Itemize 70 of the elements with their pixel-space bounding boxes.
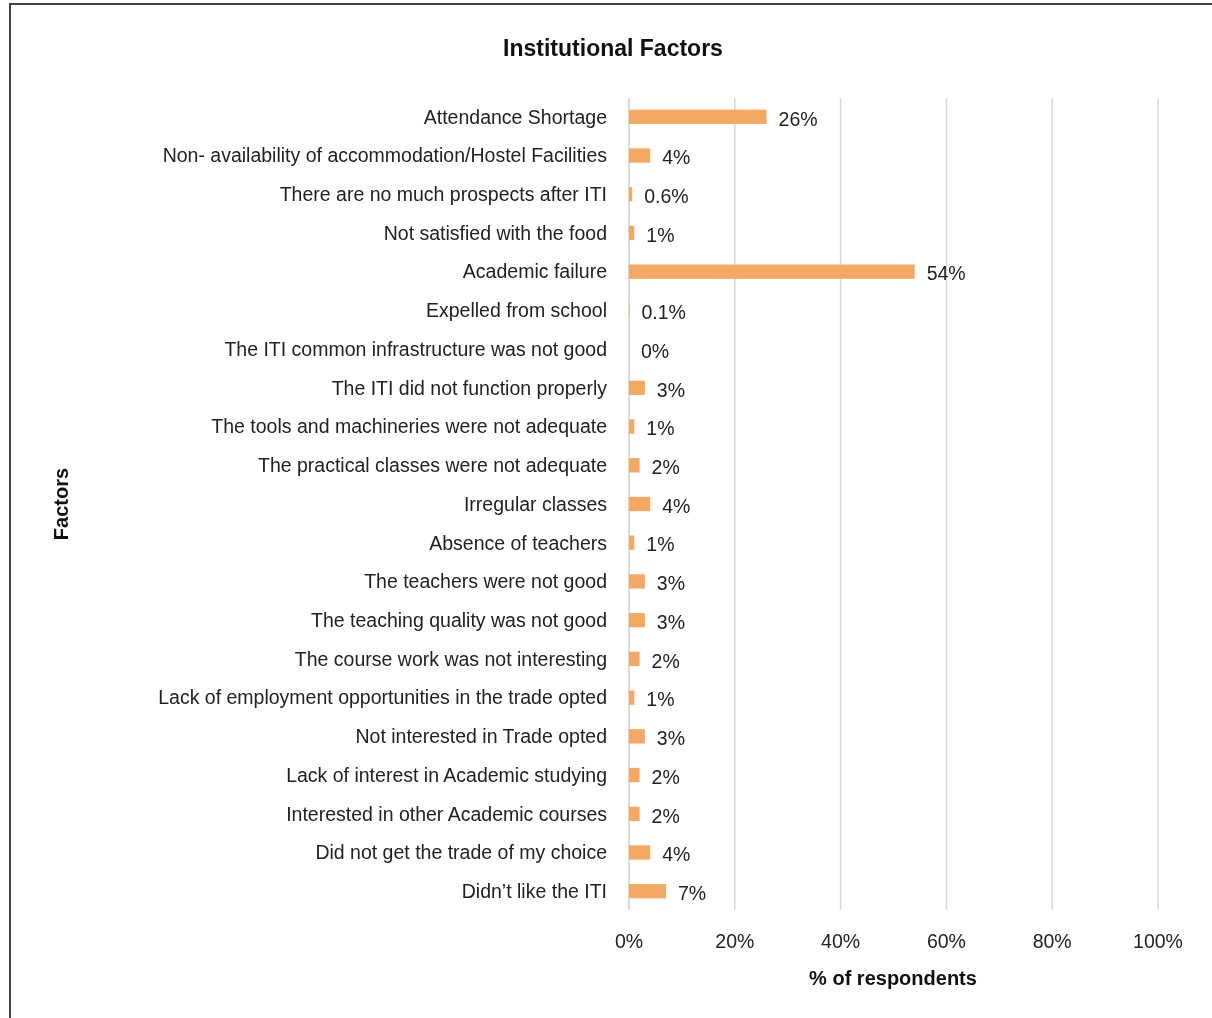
bar [629, 767, 640, 783]
y-tick-label: Lack of employment opportunities in the trade opted [158, 686, 607, 709]
data-label: 1% [646, 533, 675, 556]
y-tick-label: Absence of teachers [429, 531, 608, 554]
y-tick-label: The ITI common infrastructure was not good [224, 337, 607, 360]
bar [629, 109, 767, 124]
data-label: 7% [678, 881, 707, 904]
data-label: 0.1% [641, 301, 686, 324]
data-label: 54% [926, 262, 966, 285]
bar [629, 535, 635, 550]
bar [629, 264, 915, 279]
bar [629, 574, 645, 589]
data-label: 1% [646, 688, 675, 711]
data-label: 2% [651, 649, 680, 672]
bar [629, 380, 645, 395]
y-tick-label: Didn’t like the ITI [461, 880, 607, 903]
x-tick-label: 20% [715, 930, 755, 952]
data-label: 2% [651, 804, 680, 827]
y-tick-label: Expelled from school [425, 299, 607, 322]
bar [629, 496, 651, 512]
bar [629, 187, 633, 202]
bar [629, 806, 640, 821]
bar [629, 613, 645, 628]
y-tick-label: There are no much prospects after ITI [279, 183, 607, 206]
data-label: 2% [651, 765, 680, 788]
x-tick-label: 100% [1133, 930, 1183, 952]
y-tick-label: Lack of interest in Academic studying [286, 763, 607, 786]
x-tick-label: 60% [926, 930, 966, 952]
bar [629, 884, 667, 899]
data-label: 26% [778, 107, 818, 130]
y-tick-label: The ITI did not function properly [331, 376, 608, 399]
bar [629, 729, 645, 744]
y-tick-label: Academic failure [462, 260, 607, 283]
y-tick-label: Irregular classes [463, 492, 608, 515]
data-label: 4% [662, 843, 691, 866]
data-label: 4% [662, 494, 691, 517]
y-tick-label: Attendance Shortage [423, 105, 607, 128]
data-label: 3% [656, 727, 686, 750]
data-label: 3% [656, 572, 686, 595]
y-tick-label: Not interested in Trade opted [355, 725, 607, 748]
x-axis-title: % of respondents [809, 967, 977, 989]
x-tick-label: 0% [614, 930, 644, 952]
bar [629, 225, 635, 241]
data-label: 1% [646, 223, 675, 246]
y-tick-label: Non- availability of accommodation/Hostel Facilities [162, 144, 608, 167]
y-tick-label: Did not get the trade of my choice [315, 841, 607, 864]
bar [629, 845, 651, 860]
data-label: 1% [646, 417, 675, 440]
y-tick-label: Not satisfied with the food [383, 221, 607, 244]
y-axis-title: Factors [50, 467, 72, 541]
bar [629, 419, 635, 434]
y-tick-label: Interested in other Academic courses [286, 802, 608, 825]
x-tick-label: 80% [1032, 930, 1072, 952]
y-tick-label: The teachers were not good [364, 570, 607, 593]
data-label: 0.6% [644, 185, 689, 207]
y-tick-label: The teaching quality was not good [311, 608, 607, 631]
data-label: 2% [651, 456, 680, 479]
bar [629, 148, 651, 163]
data-label: 3% [656, 610, 686, 633]
y-tick-label: The course work was not interesting [294, 647, 607, 670]
x-tick-label: 40% [821, 930, 861, 952]
data-label: 4% [662, 146, 691, 169]
y-tick-label: The tools and machineries were not adequate [211, 415, 607, 438]
data-label: 0% [641, 339, 670, 362]
bar [629, 690, 635, 705]
y-tick-label: The practical classes were not adequate [257, 454, 607, 477]
chart-title: Institutional Factors [503, 35, 723, 61]
bar [629, 458, 640, 473]
bar [629, 651, 640, 667]
data-label: 3% [656, 378, 686, 401]
